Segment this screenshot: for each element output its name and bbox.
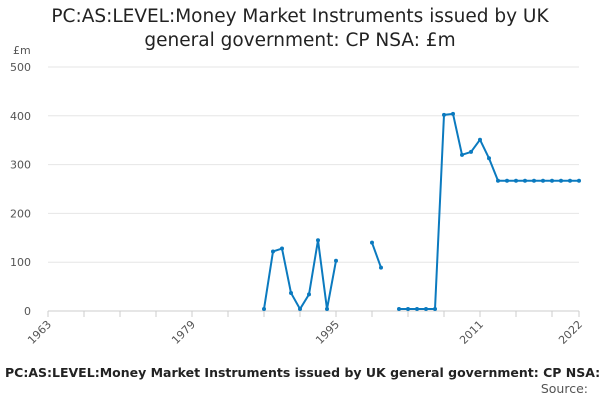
chart-title: PC:AS:LEVEL:Money Market Instruments iss… (0, 5, 600, 53)
data-point (424, 307, 428, 312)
data-point (523, 178, 527, 183)
data-point (334, 258, 338, 263)
data-point (442, 112, 446, 117)
x-tick-label: 2022 (556, 318, 585, 347)
data-point (487, 156, 491, 161)
footer-source-label: Source: (540, 381, 588, 396)
data-point (406, 307, 410, 312)
data-point (559, 178, 563, 183)
data-point (514, 178, 518, 183)
y-axis-unit-label: £m (13, 44, 31, 57)
x-tick-label: 1995 (313, 318, 342, 347)
data-point (469, 149, 473, 154)
data-point (316, 238, 320, 243)
y-tick-label: 0 (24, 305, 31, 318)
data-point (325, 307, 329, 312)
data-point (568, 178, 572, 183)
data-point (370, 240, 374, 245)
data-point (280, 246, 284, 251)
x-tick-label: 2011 (457, 318, 486, 347)
data-point (379, 265, 383, 270)
y-tick-label: 200 (10, 207, 31, 220)
data-point (541, 178, 545, 183)
data-point (433, 307, 437, 312)
y-tick-label: 500 (10, 61, 31, 74)
data-point (550, 178, 554, 183)
series-line (263, 239, 337, 311)
data-point (496, 178, 500, 183)
chart-title-line-2: general government: CP NSA: £m (144, 30, 456, 51)
data-point (478, 137, 482, 142)
data-point (262, 307, 266, 312)
chart-title-line-1: PC:AS:LEVEL:Money Market Instruments iss… (51, 6, 549, 27)
data-point (397, 307, 401, 312)
data-point (451, 111, 455, 116)
data-point (577, 178, 581, 183)
y-tick-label: 400 (10, 110, 31, 123)
data-point (289, 290, 293, 295)
data-point (532, 178, 536, 183)
data-point (298, 307, 302, 312)
series-line (399, 112, 579, 311)
data-point (415, 307, 419, 312)
y-tick-label: 100 (10, 256, 31, 269)
data-point (271, 249, 275, 254)
data-point (460, 152, 464, 157)
x-tick-label: 1979 (169, 318, 198, 347)
data-point (505, 178, 509, 183)
series-line (371, 242, 382, 268)
x-tick-label: 1963 (25, 318, 54, 347)
footer-title: PC:AS:LEVEL:Money Market Instruments iss… (5, 365, 600, 380)
y-tick-label: 300 (10, 159, 31, 172)
data-point (307, 292, 311, 297)
